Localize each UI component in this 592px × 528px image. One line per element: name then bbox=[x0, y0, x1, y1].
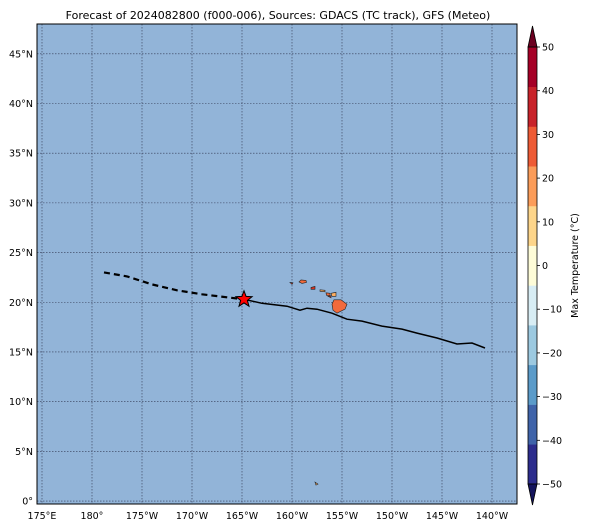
island-shape bbox=[310, 286, 316, 290]
current-position-star-icon bbox=[234, 289, 254, 308]
lon-tick-label: 150°W bbox=[376, 511, 409, 522]
island-shape bbox=[314, 481, 319, 486]
island-shape bbox=[319, 289, 326, 293]
island-shape bbox=[327, 295, 332, 299]
colorbar-segment bbox=[528, 404, 537, 445]
lon-tick-label: 170°W bbox=[176, 511, 209, 522]
forecast-track-line bbox=[243, 298, 486, 349]
lat-tick-label: 15°N bbox=[9, 347, 33, 358]
colorbar-label: Max Temperature (°C) bbox=[570, 213, 581, 318]
colorbar-tick-label: −50 bbox=[542, 480, 562, 491]
island-shape bbox=[298, 279, 307, 284]
lon-tick-label: 180° bbox=[81, 511, 104, 522]
colorbar-tick-label: −30 bbox=[542, 392, 562, 403]
colorbar-tick-label: −20 bbox=[542, 348, 562, 359]
colorbar-segment bbox=[528, 444, 537, 485]
colorbar-segment bbox=[528, 285, 537, 326]
lon-tick-label: 165°W bbox=[226, 511, 259, 522]
colorbar-tick-label: 40 bbox=[542, 86, 554, 97]
colorbar-tick-label: 50 bbox=[542, 43, 554, 54]
colorbar-tick-label: 10 bbox=[542, 217, 554, 228]
lon-tick-label: 145°W bbox=[426, 511, 459, 522]
gridlines bbox=[37, 24, 517, 504]
lon-tick-label: 140°W bbox=[476, 511, 509, 522]
colorbar-segment bbox=[528, 47, 537, 88]
lon-tick-label: 175°E bbox=[28, 511, 57, 522]
colorbar-segment bbox=[528, 245, 537, 286]
lon-tick-labels: 175°E 180° 175°W 170°W 165°W 160°W 155°W 150°W 1… bbox=[28, 511, 509, 522]
lon-tick-label: 175°W bbox=[126, 511, 159, 522]
lon-tick-label: 160°W bbox=[276, 511, 309, 522]
colorbar-tick-label: 0 bbox=[542, 261, 548, 272]
lat-tick-label: 25°N bbox=[9, 248, 33, 259]
colorbar-segment bbox=[528, 166, 537, 207]
lat-tick-label: 20°N bbox=[9, 298, 33, 309]
lat-tick-label: 10°N bbox=[9, 397, 33, 408]
lat-tick-labels: 0° 5°N 10°N 15°N 20°N 25°N 30°N 35°N 40°N 45°N bbox=[9, 49, 33, 507]
island-shape bbox=[325, 292, 331, 297]
lat-tick-label: 40°N bbox=[9, 99, 33, 110]
colorbar-under-extension bbox=[527, 483, 538, 506]
lat-tick-label: 45°N bbox=[9, 49, 33, 60]
colorbar-tick-label: 20 bbox=[542, 174, 554, 185]
tc-track bbox=[103, 271, 486, 349]
island-shape bbox=[330, 291, 337, 297]
islands-layer bbox=[289, 279, 348, 486]
lon-tick-label: 155°W bbox=[326, 511, 359, 522]
past-track-line bbox=[103, 271, 245, 301]
ocean-background bbox=[37, 24, 517, 504]
colorbar-segment bbox=[528, 364, 537, 405]
colorbar-tick-label: −10 bbox=[542, 305, 562, 316]
island-shape bbox=[289, 281, 294, 285]
map-panel: 175°E 180° 175°W 170°W 165°W 160°W 155°W 150°W 1… bbox=[9, 23, 518, 522]
colorbar-over-extension bbox=[527, 25, 538, 48]
colorbar-segment bbox=[528, 86, 537, 127]
map-frame bbox=[36, 23, 518, 505]
colorbar-tick-label: −40 bbox=[542, 436, 562, 447]
colorbar: 50 40 30 20 10 0 −10 −20 −30 −40 −50 Max Temperatur… bbox=[527, 25, 581, 506]
colorbar-segment bbox=[528, 126, 537, 167]
island-shape bbox=[331, 299, 348, 314]
lat-tick-label: 0° bbox=[22, 497, 33, 508]
lat-tick-label: 5°N bbox=[15, 447, 33, 458]
figure-title: Forecast of 2024082800 (f000-006), Sourc… bbox=[66, 9, 491, 22]
colorbar-segment bbox=[528, 205, 537, 246]
colorbar-tick-label: 30 bbox=[542, 130, 554, 141]
lat-tick-label: 30°N bbox=[9, 198, 33, 209]
colorbar-segment bbox=[528, 325, 537, 366]
lat-tick-label: 35°N bbox=[9, 149, 33, 160]
